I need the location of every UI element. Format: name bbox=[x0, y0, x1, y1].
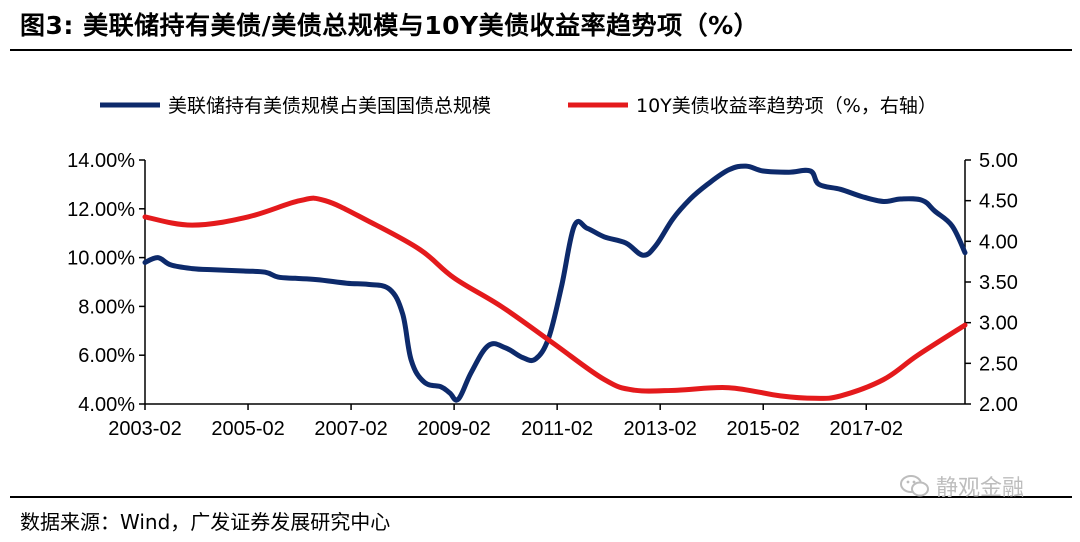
right-tick-label: 2.50 bbox=[979, 353, 1018, 375]
bottom-rule bbox=[10, 496, 1072, 498]
chart-title: 图3: 美联储持有美债/美债总规模与10Y美债收益率趋势项（%） bbox=[20, 11, 760, 40]
fed-holdings-share-line bbox=[142, 163, 968, 403]
watermark: 静观金融 bbox=[900, 470, 1024, 502]
legend-label-treasury-10y: 10Y美债收益率趋势项（%，右轴） bbox=[636, 95, 937, 117]
top-rule bbox=[10, 49, 1072, 51]
x-tick-label: 2013-02 bbox=[623, 418, 696, 440]
right-tick-label: 3.50 bbox=[979, 272, 1018, 294]
x-tick-label: 2005-02 bbox=[211, 418, 284, 440]
source-note: 数据来源：Wind，广发证券发展研究中心 bbox=[20, 510, 391, 534]
right-tick-label: 2.00 bbox=[979, 394, 1018, 416]
wechat-icon bbox=[900, 475, 929, 497]
left-tick-label: 10.00% bbox=[67, 248, 135, 270]
right-tick-label: 4.00 bbox=[979, 231, 1018, 253]
x-tick-label: 2003-02 bbox=[108, 418, 181, 440]
right-tick-label: 3.00 bbox=[979, 313, 1018, 335]
watermark-text: 静观金融 bbox=[936, 476, 1025, 501]
left-tick-label: 4.00% bbox=[78, 394, 135, 416]
legend-label-fed-holdings: 美联储持有美债规模占美国国债总规模 bbox=[168, 95, 491, 117]
right-tick-label: 5.00 bbox=[979, 150, 1018, 172]
x-tick-label: 2015-02 bbox=[727, 418, 800, 440]
axes: 4.00% 6.00% 8.00% 10.00% 12.00% 14.00% 2.00 2.5… bbox=[67, 150, 1018, 440]
x-tick-label: 2007-02 bbox=[314, 418, 387, 440]
left-tick-label: 14.00% bbox=[67, 150, 135, 172]
series-layer bbox=[142, 163, 968, 403]
x-tick-label: 2011-02 bbox=[521, 418, 593, 440]
treasury-10y-trend-line bbox=[142, 195, 968, 401]
left-tick-label: 8.00% bbox=[78, 296, 135, 318]
left-tick-label: 6.00% bbox=[78, 345, 135, 367]
x-tick-label: 2017-02 bbox=[830, 418, 903, 440]
right-tick-label: 4.50 bbox=[979, 191, 1018, 213]
x-tick-label: 2009-02 bbox=[417, 418, 490, 440]
legend: 美联储持有美债规模占美国国债总规模 10Y美债收益率趋势项（%，右轴） bbox=[100, 95, 937, 117]
left-tick-label: 12.00% bbox=[67, 199, 135, 221]
